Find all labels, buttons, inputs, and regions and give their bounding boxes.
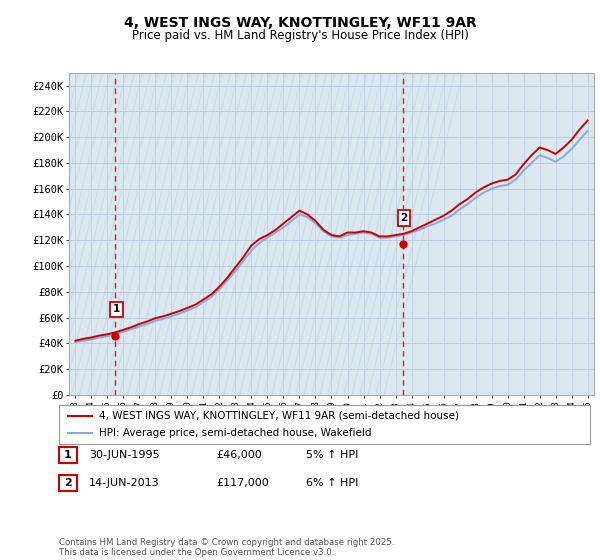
Text: 14-JUN-2013: 14-JUN-2013 (89, 478, 160, 488)
Text: 1: 1 (64, 450, 71, 460)
Text: Price paid vs. HM Land Registry's House Price Index (HPI): Price paid vs. HM Land Registry's House … (131, 29, 469, 42)
Text: 5% ↑ HPI: 5% ↑ HPI (306, 450, 358, 460)
Text: Contains HM Land Registry data © Crown copyright and database right 2025.
This d: Contains HM Land Registry data © Crown c… (59, 538, 394, 557)
Text: 2: 2 (400, 213, 407, 223)
Text: £46,000: £46,000 (216, 450, 262, 460)
Text: 30-JUN-1995: 30-JUN-1995 (89, 450, 160, 460)
Text: 4, WEST INGS WAY, KNOTTINGLEY, WF11 9AR: 4, WEST INGS WAY, KNOTTINGLEY, WF11 9AR (124, 16, 476, 30)
Text: £117,000: £117,000 (216, 478, 269, 488)
Text: 6% ↑ HPI: 6% ↑ HPI (306, 478, 358, 488)
Text: 1: 1 (113, 305, 120, 314)
Text: HPI: Average price, semi-detached house, Wakefield: HPI: Average price, semi-detached house,… (98, 428, 371, 438)
Text: 2: 2 (64, 478, 71, 488)
Text: 4, WEST INGS WAY, KNOTTINGLEY, WF11 9AR (semi-detached house): 4, WEST INGS WAY, KNOTTINGLEY, WF11 9AR … (98, 410, 458, 421)
